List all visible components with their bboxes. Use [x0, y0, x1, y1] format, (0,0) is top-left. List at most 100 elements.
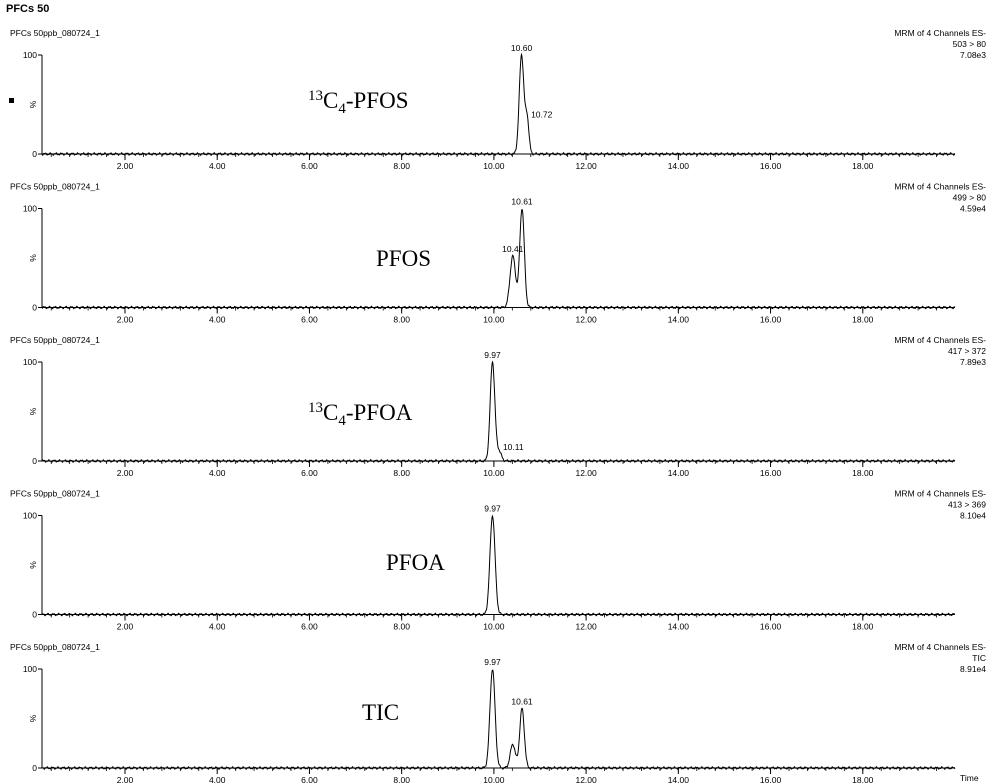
chromatogram-trace	[41, 669, 956, 770]
x-tick-label: 4.00	[209, 775, 226, 784]
x-tick-label: 16.00	[760, 468, 782, 478]
x-tick-label: 16.00	[760, 161, 782, 171]
selection-marker[interactable]	[9, 98, 14, 103]
x-tick-label: 10.00	[483, 468, 505, 478]
x-tick-label: 14.00	[668, 315, 690, 325]
y-axis-percent-symbol: %	[28, 714, 38, 722]
x-tick-label: 4.00	[209, 468, 226, 478]
peak-label: 10.41	[502, 244, 524, 254]
x-tick-label: 2.00	[117, 468, 134, 478]
y-tick-label-0: 0	[32, 456, 37, 466]
peak-label: 9.97	[484, 350, 501, 360]
x-tick-label: 2.00	[117, 622, 134, 632]
transition-label: 499 > 80	[953, 193, 987, 203]
x-tick-label: 18.00	[852, 622, 874, 632]
x-tick-label: 6.00	[301, 622, 318, 632]
peak-label: 10.11	[503, 442, 524, 452]
x-tick-label: 10.00	[483, 622, 505, 632]
x-tick-label: 12.00	[575, 468, 597, 478]
intensity-label: 8.91e4	[960, 664, 986, 674]
y-tick-label-100: 100	[23, 204, 37, 214]
x-tick-label: 4.00	[209, 315, 226, 325]
y-tick-label-0: 0	[32, 763, 37, 773]
intensity-label: 4.59e4	[960, 204, 986, 214]
x-tick-label: 18.00	[852, 315, 874, 325]
x-tick-label: 18.00	[852, 468, 874, 478]
x-tick-label: 12.00	[575, 622, 597, 632]
channel-label: MRM of 4 Channels ES-	[894, 489, 986, 499]
x-tick-label: 8.00	[393, 468, 410, 478]
x-tick-label: 12.00	[575, 161, 597, 171]
x-tick-label: 16.00	[760, 622, 782, 632]
peak-label: 10.72	[531, 109, 553, 119]
compound-name: TIC	[362, 700, 399, 725]
sample-name: PFCs 50ppb_080724_1	[10, 28, 100, 38]
x-tick-label: 10.00	[483, 315, 505, 325]
sample-name: PFCs 50ppb_080724_1	[10, 182, 100, 192]
x-tick-label: 14.00	[668, 161, 690, 171]
x-tick-label: 12.00	[575, 775, 597, 784]
x-tick-label: 2.00	[117, 775, 134, 784]
y-tick-label-100: 100	[23, 664, 37, 674]
y-tick-label-100: 100	[23, 511, 37, 521]
x-tick-label: 6.00	[301, 161, 318, 171]
chromatogram-trace	[41, 360, 956, 463]
sample-name: PFCs 50ppb_080724_1	[10, 489, 100, 499]
compound-name: 13C4-PFOS	[308, 88, 409, 117]
transition-label: 417 > 372	[948, 346, 986, 356]
x-tick-label: 4.00	[209, 622, 226, 632]
compound-name: PFOS	[376, 246, 431, 271]
chromatogram-trace	[41, 514, 956, 617]
y-tick-label-0: 0	[32, 149, 37, 159]
y-tick-label-0: 0	[32, 303, 37, 313]
chromatogram-trace	[41, 208, 956, 310]
x-axis-label: Time	[960, 773, 979, 783]
x-tick-label: 12.00	[575, 315, 597, 325]
intensity-label: 7.89e3	[960, 357, 986, 367]
y-tick-label-100: 100	[23, 357, 37, 367]
intensity-label: 7.08e3	[960, 50, 986, 60]
x-tick-label: 14.00	[668, 775, 690, 784]
channel-label: MRM of 4 Channels ES-	[894, 335, 986, 345]
x-tick-label: 6.00	[301, 775, 318, 784]
x-tick-label: 8.00	[393, 315, 410, 325]
transition-label: 413 > 369	[948, 500, 986, 510]
x-tick-label: 16.00	[760, 315, 782, 325]
chromatogram-trace	[41, 52, 956, 156]
peak-label: 9.97	[484, 657, 501, 667]
x-tick-label: 10.00	[483, 775, 505, 784]
x-tick-label: 16.00	[760, 775, 782, 784]
x-tick-label: 2.00	[117, 315, 134, 325]
peak-label: 9.97	[484, 504, 501, 514]
compound-name: PFOA	[386, 550, 445, 575]
x-tick-label: 8.00	[393, 161, 410, 171]
x-tick-label: 14.00	[668, 468, 690, 478]
y-axis-percent-symbol: %	[28, 561, 38, 569]
peak-label: 10.61	[511, 197, 533, 207]
channel-label: MRM of 4 Channels ES-	[894, 182, 986, 192]
x-tick-label: 10.00	[483, 161, 505, 171]
x-tick-label: 8.00	[393, 775, 410, 784]
transition-label: TIC	[972, 653, 986, 663]
peak-label: 10.60	[511, 43, 533, 53]
transition-label: 503 > 80	[953, 39, 987, 49]
y-axis-percent-symbol: %	[28, 100, 38, 108]
x-tick-label: 18.00	[852, 775, 874, 784]
y-axis-percent-symbol: %	[28, 407, 38, 415]
channel-label: MRM of 4 Channels ES-	[894, 28, 986, 38]
x-tick-label: 14.00	[668, 622, 690, 632]
x-tick-label: 18.00	[852, 161, 874, 171]
x-tick-label: 4.00	[209, 161, 226, 171]
channel-label: MRM of 4 Channels ES-	[894, 642, 986, 652]
sample-name: PFCs 50ppb_080724_1	[10, 335, 100, 345]
peak-label: 10.61	[511, 697, 533, 707]
x-tick-label: 6.00	[301, 315, 318, 325]
y-tick-label-0: 0	[32, 610, 37, 620]
sample-name: PFCs 50ppb_080724_1	[10, 642, 100, 652]
intensity-label: 8.10e4	[960, 511, 986, 521]
y-axis-percent-symbol: %	[28, 254, 38, 262]
x-tick-label: 8.00	[393, 622, 410, 632]
compound-name: 13C4-PFOA	[308, 400, 413, 429]
page-title: PFCs 50	[6, 3, 50, 15]
